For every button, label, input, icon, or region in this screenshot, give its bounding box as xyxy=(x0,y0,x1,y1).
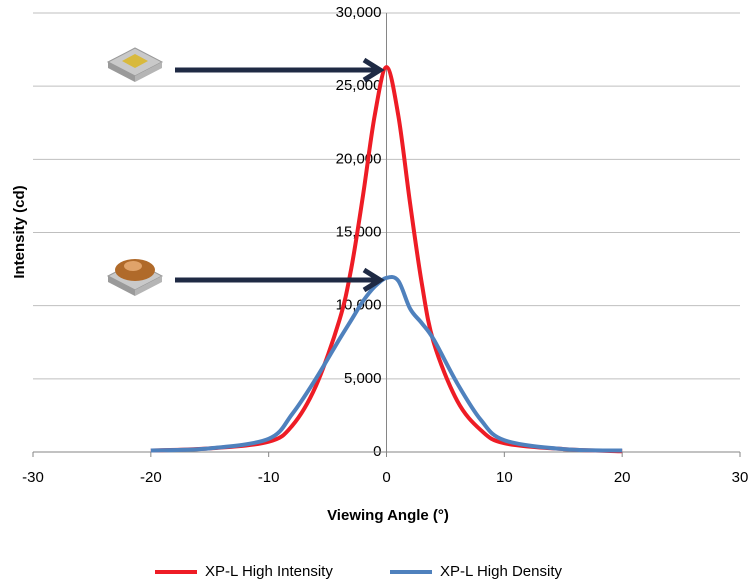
x-tick-label: -10 xyxy=(258,469,280,486)
x-tick-label: 0 xyxy=(382,469,390,486)
legend-label: XP-L High Intensity xyxy=(205,563,333,580)
chart: 05,00010,00015,00020,00025,00030,000-30-… xyxy=(0,0,751,583)
led-icon-high-density xyxy=(108,259,162,296)
y-tick-label: 30,000 xyxy=(336,4,382,21)
y-axis-title: Intensity (cd) xyxy=(11,185,28,278)
y-tick-label: 20,000 xyxy=(336,150,382,167)
x-tick-label: -30 xyxy=(22,469,44,486)
arrow xyxy=(175,60,380,290)
led-icon-high-intensity xyxy=(108,48,162,82)
x-axis-title: Viewing Angle (°) xyxy=(327,507,449,524)
y-tick-label: 0 xyxy=(373,443,381,460)
x-tick-label: 20 xyxy=(614,469,631,486)
y-tick-label: 5,000 xyxy=(344,370,382,387)
legend-label: XP-L High Density xyxy=(440,563,562,580)
y-tick-label: 25,000 xyxy=(336,77,382,94)
x-tick-label: -20 xyxy=(140,469,162,486)
x-tick-label: 30 xyxy=(732,469,749,486)
x-tick-label: 10 xyxy=(496,469,513,486)
